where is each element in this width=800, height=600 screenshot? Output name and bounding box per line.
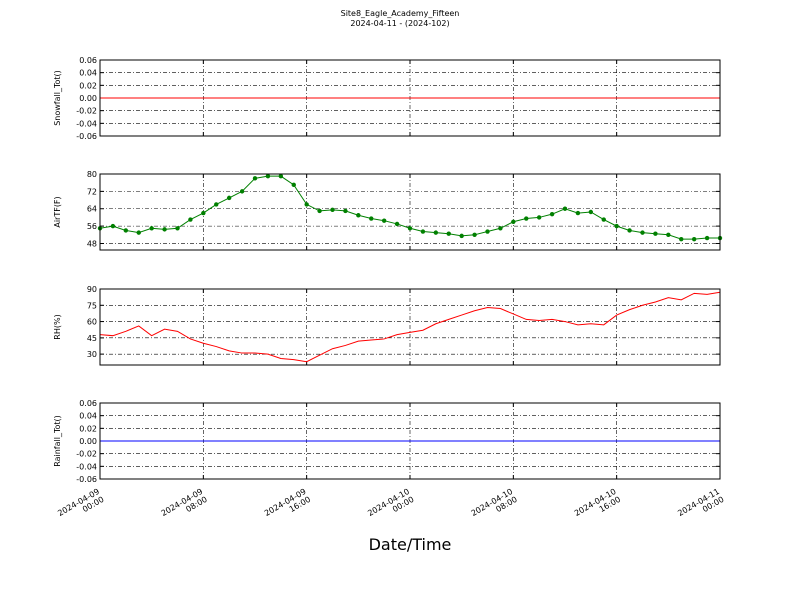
data-point xyxy=(226,195,232,201)
data-point xyxy=(239,189,245,194)
data-point xyxy=(575,210,581,216)
y-tick-label: 0.02 xyxy=(79,424,97,433)
data-point xyxy=(446,231,451,236)
data-point xyxy=(485,229,490,234)
chart-title: Site8_Eagle_Academy_Fifteen xyxy=(341,9,460,18)
x-tick-label: 2024-04-1100:00 xyxy=(676,487,725,526)
y-axis-label: Rainfall_Tot() xyxy=(53,415,62,467)
x-tick-label: 2024-04-1008:00 xyxy=(470,487,519,526)
y-tick-label: 0.02 xyxy=(79,81,97,90)
y-tick-label: 60 xyxy=(87,318,97,327)
x-tick-label: 2024-04-1016:00 xyxy=(573,487,622,526)
data-point xyxy=(291,182,296,188)
chart-subtitle: 2024-04-11 - (2024-102) xyxy=(350,19,449,28)
data-point xyxy=(666,232,671,237)
y-tick-label: 90 xyxy=(87,285,97,294)
data-point xyxy=(420,229,426,234)
data-line xyxy=(99,291,721,363)
data-point xyxy=(265,173,271,179)
data-point xyxy=(369,216,374,221)
data-point xyxy=(201,210,206,216)
y-tick-label: -0.06 xyxy=(76,132,97,141)
data-point xyxy=(472,232,477,237)
x-tick-label: 2024-04-0916:00 xyxy=(263,487,312,526)
y-tick-label: -0.04 xyxy=(76,119,97,128)
data-point xyxy=(653,231,658,236)
data-point xyxy=(149,226,154,231)
y-tick-label: 0.04 xyxy=(79,69,97,78)
data-point xyxy=(356,213,361,218)
y-tick-label: 45 xyxy=(87,334,97,343)
data-point xyxy=(252,176,258,181)
y-tick-label: -0.02 xyxy=(76,450,97,459)
y-tick-label: 0.06 xyxy=(79,56,97,65)
data-point xyxy=(704,235,710,241)
plot-frame xyxy=(99,173,721,251)
plot-frame xyxy=(99,288,721,366)
y-tick-label: 72 xyxy=(87,187,97,196)
y-tick-label: -0.04 xyxy=(76,462,97,471)
data-point xyxy=(640,230,645,235)
y-tick-label: 56 xyxy=(87,222,97,231)
data-point xyxy=(123,228,129,233)
data-point xyxy=(407,226,413,231)
data-point xyxy=(691,236,697,242)
x-tick-label: 2024-04-0908:00 xyxy=(160,487,209,526)
data-point xyxy=(394,221,400,227)
data-point xyxy=(162,227,167,232)
data-point xyxy=(278,173,284,179)
data-point xyxy=(110,223,116,229)
plot-frame xyxy=(99,59,721,137)
data-point xyxy=(459,233,464,239)
data-point xyxy=(214,202,219,207)
data-point xyxy=(524,216,529,221)
data-point xyxy=(317,208,322,214)
plot-frame xyxy=(99,402,721,480)
x-axis-label: Date/Time xyxy=(369,535,452,554)
y-tick-label: 48 xyxy=(87,239,97,248)
data-point xyxy=(601,217,606,222)
data-point xyxy=(627,228,632,233)
y-tick-label: 75 xyxy=(87,301,97,310)
data-point xyxy=(562,206,568,211)
data-point xyxy=(498,226,503,231)
y-tick-label: -0.06 xyxy=(76,475,97,484)
data-point xyxy=(536,215,542,220)
data-point xyxy=(188,217,193,222)
data-point xyxy=(679,236,684,242)
data-point xyxy=(381,218,387,223)
data-point xyxy=(588,209,594,215)
x-tick-label: 2024-04-1000:00 xyxy=(366,487,415,526)
y-tick-label: 64 xyxy=(87,205,97,214)
data-point xyxy=(304,202,309,207)
data-point xyxy=(511,219,516,224)
y-axis-label: AirTF(F) xyxy=(53,196,62,227)
y-tick-label: -0.02 xyxy=(76,107,97,116)
y-axis-label: Snowfall_Tot() xyxy=(53,70,62,126)
x-tick-label: 2024-04-0900:00 xyxy=(56,487,105,526)
data-point xyxy=(343,208,348,214)
data-point xyxy=(549,211,555,217)
data-point xyxy=(136,230,141,235)
data-point xyxy=(614,223,619,229)
data-point xyxy=(175,226,180,231)
y-tick-label: 0.00 xyxy=(79,94,97,103)
data-point xyxy=(433,230,439,235)
y-axis-label: RH(%) xyxy=(53,314,62,339)
y-tick-label: 30 xyxy=(87,350,97,359)
y-tick-label: 80 xyxy=(87,170,97,179)
y-tick-label: 0.06 xyxy=(79,399,97,408)
y-tick-label: 0.00 xyxy=(79,437,97,446)
y-tick-label: 0.04 xyxy=(79,412,97,421)
data-point xyxy=(330,207,335,213)
